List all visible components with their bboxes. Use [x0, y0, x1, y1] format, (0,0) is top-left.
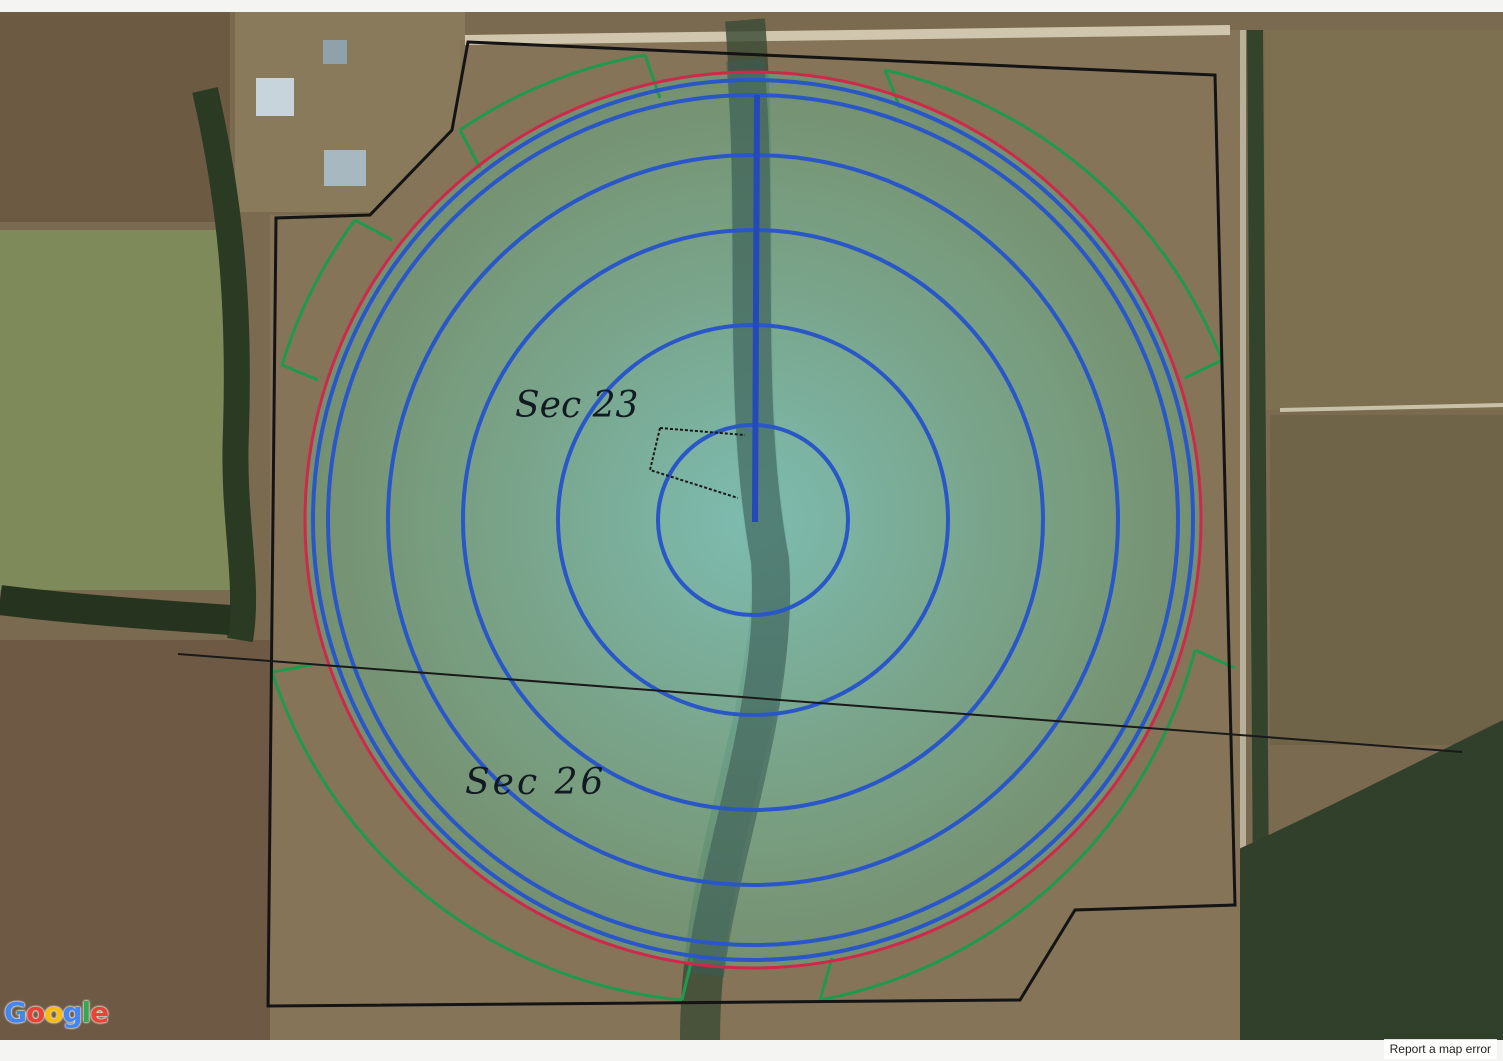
corner-zones — [270, 53, 1236, 1002]
road-north — [464, 25, 1231, 45]
field-left-lower — [0, 640, 270, 1040]
corner-arc-w — [280, 219, 357, 366]
pivot-ring-4 — [461, 228, 1045, 812]
tree-line-west — [0, 585, 232, 635]
label-sec-26: Sec 26 — [465, 762, 607, 803]
drainage-channel-overlay — [686, 58, 791, 978]
section-line — [177, 653, 1463, 753]
label-sec-23: Sec 23 — [515, 385, 639, 426]
field-left-green — [0, 230, 240, 590]
pivot-outer-ring — [303, 70, 1203, 970]
tree-line-left — [192, 87, 257, 643]
corner-arc-sw — [270, 671, 683, 1002]
field-top-left — [0, 12, 230, 222]
building-shed — [324, 150, 366, 186]
field-right-middle — [1270, 415, 1503, 745]
corner-arc-se — [819, 649, 1197, 1002]
pivot-arm — [752, 94, 760, 523]
pivot-ring-3 — [386, 153, 1120, 887]
field-right-upper — [1265, 30, 1503, 410]
handdrawn-marking — [648, 427, 746, 499]
pivot-ring-2 — [326, 93, 1180, 947]
building-barn — [256, 78, 294, 116]
google-logo[interactable]: Google — [4, 996, 109, 1029]
report-map-error-link[interactable]: Report a map error — [1383, 1039, 1497, 1059]
property-boundary — [266, 40, 1237, 1008]
field-edge-east — [1279, 403, 1503, 412]
page-margin — [0, 0, 1503, 12]
page-margin-bottom — [0, 1040, 1503, 1061]
pivot-rings — [311, 78, 1195, 962]
corner-arc-ne — [884, 68, 1224, 361]
pivot-ring-1 — [311, 78, 1195, 962]
building-house — [323, 40, 347, 64]
corner-arc-nw — [459, 53, 646, 132]
